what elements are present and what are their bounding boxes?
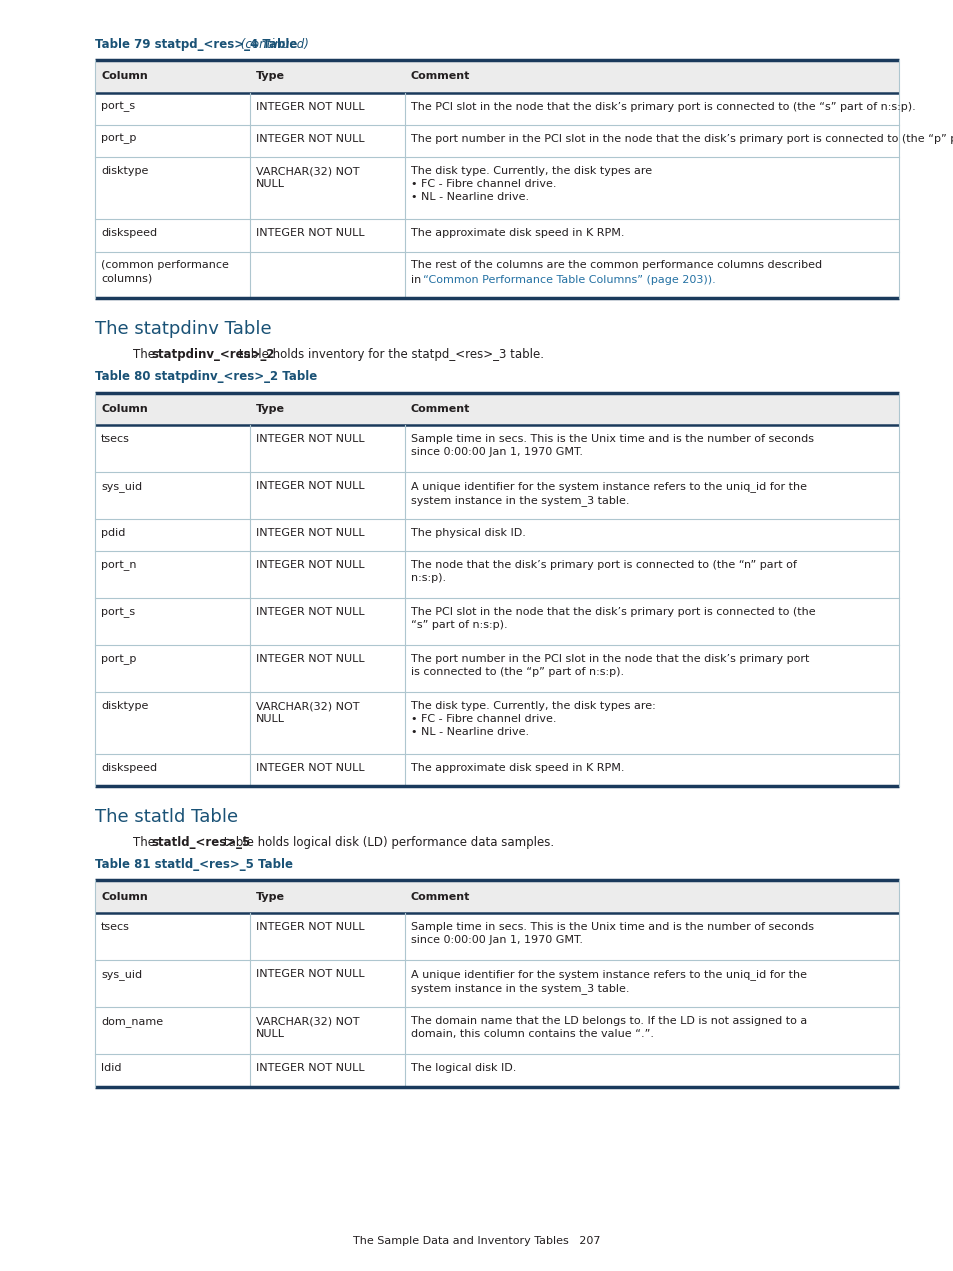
Text: Column: Column bbox=[101, 404, 148, 414]
Text: The PCI slot in the node that the disk’s primary port is connected to (the
“s” p: The PCI slot in the node that the disk’s… bbox=[411, 608, 815, 630]
Text: (common performance
columns): (common performance columns) bbox=[101, 261, 229, 283]
Text: statld_<res>_5: statld_<res>_5 bbox=[151, 836, 250, 849]
Text: disktype: disktype bbox=[101, 167, 149, 177]
Text: INTEGER NOT NULL: INTEGER NOT NULL bbox=[255, 921, 364, 932]
Text: The logical disk ID.: The logical disk ID. bbox=[411, 1063, 516, 1073]
Text: Type: Type bbox=[255, 404, 285, 414]
Text: INTEGER NOT NULL: INTEGER NOT NULL bbox=[255, 480, 364, 491]
Text: port_s: port_s bbox=[101, 608, 135, 618]
Text: The approximate disk speed in K RPM.: The approximate disk speed in K RPM. bbox=[411, 763, 624, 773]
Text: Sample time in secs. This is the Unix time and is the number of seconds
since 0:: Sample time in secs. This is the Unix ti… bbox=[411, 433, 813, 456]
Text: diskspeed: diskspeed bbox=[101, 228, 157, 238]
Text: dom_name: dom_name bbox=[101, 1016, 163, 1027]
Text: INTEGER NOT NULL: INTEGER NOT NULL bbox=[255, 133, 364, 144]
Text: INTEGER NOT NULL: INTEGER NOT NULL bbox=[255, 228, 364, 238]
Text: INTEGER NOT NULL: INTEGER NOT NULL bbox=[255, 102, 364, 112]
Text: in: in bbox=[411, 275, 424, 285]
Text: “Common Performance Table Columns” (page 203)).: “Common Performance Table Columns” (page… bbox=[422, 275, 715, 285]
Text: port_p: port_p bbox=[101, 133, 136, 145]
Text: Comment: Comment bbox=[411, 71, 470, 81]
Text: The port number in the PCI slot in the node that the disk’s primary port is conn: The port number in the PCI slot in the n… bbox=[411, 133, 953, 144]
Text: port_s: port_s bbox=[101, 102, 135, 112]
Text: The: The bbox=[132, 836, 158, 849]
Text: INTEGER NOT NULL: INTEGER NOT NULL bbox=[255, 433, 364, 444]
Text: The statpdinv Table: The statpdinv Table bbox=[95, 320, 272, 338]
Text: INTEGER NOT NULL: INTEGER NOT NULL bbox=[255, 527, 364, 538]
Text: statpdinv_<res>_2: statpdinv_<res>_2 bbox=[151, 348, 274, 361]
Bar bbox=[95, 881, 898, 913]
Text: (continued): (continued) bbox=[237, 38, 309, 51]
Text: diskspeed: diskspeed bbox=[101, 763, 157, 773]
Text: Table 79 statpd_<res>_4 Table: Table 79 statpd_<res>_4 Table bbox=[95, 38, 297, 51]
Text: INTEGER NOT NULL: INTEGER NOT NULL bbox=[255, 655, 364, 665]
Text: tsecs: tsecs bbox=[101, 433, 130, 444]
Text: port_p: port_p bbox=[101, 655, 136, 665]
Text: sys_uid: sys_uid bbox=[101, 480, 142, 492]
Text: Table 81 statld_<res>_5 Table: Table 81 statld_<res>_5 Table bbox=[95, 858, 293, 872]
Text: The approximate disk speed in K RPM.: The approximate disk speed in K RPM. bbox=[411, 228, 624, 238]
Text: The domain name that the LD belongs to. If the LD is not assigned to a
domain, t: The domain name that the LD belongs to. … bbox=[411, 1016, 806, 1038]
Text: Comment: Comment bbox=[411, 892, 470, 901]
Text: Type: Type bbox=[255, 71, 285, 81]
Text: A unique identifier for the system instance refers to the uniq_id for the
system: A unique identifier for the system insta… bbox=[411, 969, 806, 994]
Text: table holds inventory for the statpd_<res>_3 table.: table holds inventory for the statpd_<re… bbox=[234, 348, 543, 361]
Text: disktype: disktype bbox=[101, 702, 149, 712]
Text: The node that the disk’s primary port is connected to (the “n” part of
n:s:p).: The node that the disk’s primary port is… bbox=[411, 561, 796, 583]
Text: The: The bbox=[132, 348, 158, 361]
Text: Table 80 statpdinv_<res>_2 Table: Table 80 statpdinv_<res>_2 Table bbox=[95, 371, 317, 384]
Text: Column: Column bbox=[101, 71, 148, 81]
Text: The rest of the columns are the common performance columns described: The rest of the columns are the common p… bbox=[411, 261, 821, 271]
Text: The port number in the PCI slot in the node that the disk’s primary port
is conn: The port number in the PCI slot in the n… bbox=[411, 655, 808, 677]
Text: The disk type. Currently, the disk types are
• FC - Fibre channel drive.
• NL - : The disk type. Currently, the disk types… bbox=[411, 167, 652, 202]
Text: The physical disk ID.: The physical disk ID. bbox=[411, 527, 525, 538]
Text: VARCHAR(32) NOT
NULL: VARCHAR(32) NOT NULL bbox=[255, 702, 359, 724]
Text: Type: Type bbox=[255, 892, 285, 901]
Text: pdid: pdid bbox=[101, 527, 125, 538]
Text: INTEGER NOT NULL: INTEGER NOT NULL bbox=[255, 561, 364, 571]
Text: The Sample Data and Inventory Tables   207: The Sample Data and Inventory Tables 207 bbox=[353, 1235, 600, 1246]
Text: Comment: Comment bbox=[411, 404, 470, 414]
Text: sys_uid: sys_uid bbox=[101, 969, 142, 980]
Text: INTEGER NOT NULL: INTEGER NOT NULL bbox=[255, 969, 364, 979]
Text: The PCI slot in the node that the disk’s primary port is connected to (the “s” p: The PCI slot in the node that the disk’s… bbox=[411, 102, 915, 112]
Text: VARCHAR(32) NOT
NULL: VARCHAR(32) NOT NULL bbox=[255, 1016, 359, 1038]
Text: INTEGER NOT NULL: INTEGER NOT NULL bbox=[255, 1063, 364, 1073]
Text: tsecs: tsecs bbox=[101, 921, 130, 932]
Text: The disk type. Currently, the disk types are:
• FC - Fibre channel drive.
• NL -: The disk type. Currently, the disk types… bbox=[411, 702, 655, 737]
Text: Sample time in secs. This is the Unix time and is the number of seconds
since 0:: Sample time in secs. This is the Unix ti… bbox=[411, 921, 813, 944]
Text: VARCHAR(32) NOT
NULL: VARCHAR(32) NOT NULL bbox=[255, 167, 359, 189]
Text: The statld Table: The statld Table bbox=[95, 808, 238, 826]
Text: A unique identifier for the system instance refers to the uniq_id for the
system: A unique identifier for the system insta… bbox=[411, 480, 806, 506]
Text: INTEGER NOT NULL: INTEGER NOT NULL bbox=[255, 763, 364, 773]
Text: Column: Column bbox=[101, 892, 148, 901]
Bar bbox=[95, 60, 898, 93]
Bar bbox=[95, 393, 898, 425]
Text: INTEGER NOT NULL: INTEGER NOT NULL bbox=[255, 608, 364, 618]
Text: port_n: port_n bbox=[101, 561, 136, 571]
Text: table holds logical disk (LD) performance data samples.: table holds logical disk (LD) performanc… bbox=[219, 836, 554, 849]
Text: Table 79 statpd_<res>_4 Table (continued): Table 79 statpd_<res>_4 Table (continued… bbox=[95, 38, 349, 51]
Text: ldid: ldid bbox=[101, 1063, 121, 1073]
